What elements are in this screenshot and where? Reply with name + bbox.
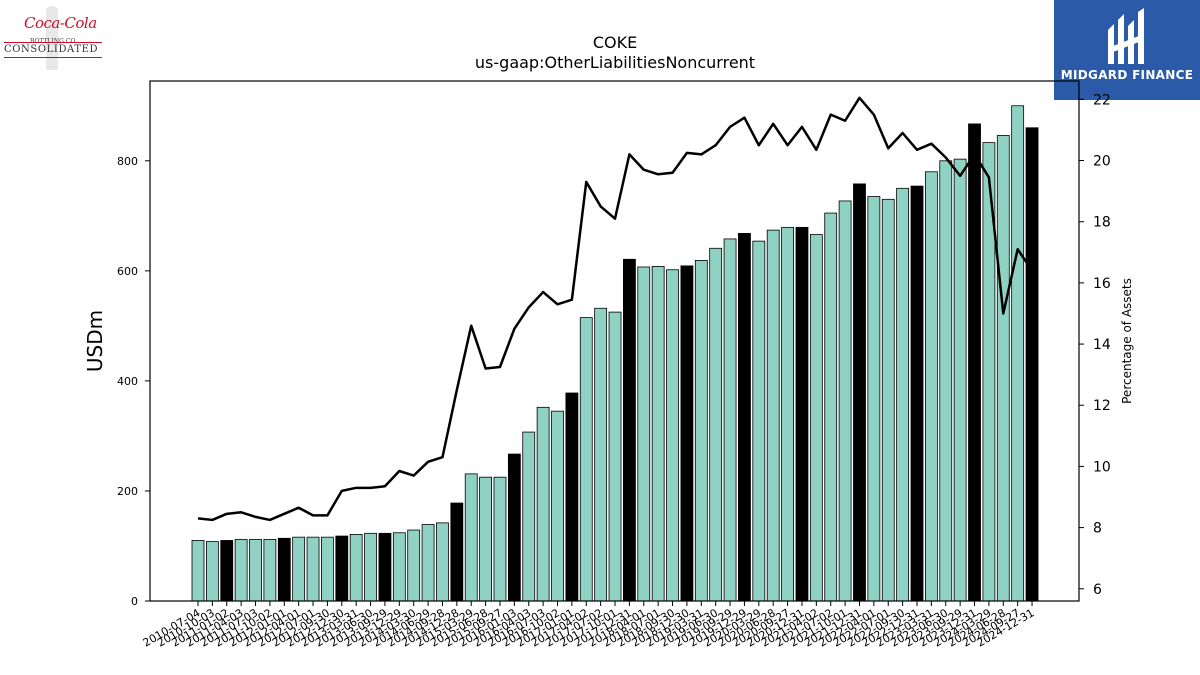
chart-title: COKE <box>593 33 637 52</box>
bar-2019-03-31 <box>694 259 708 602</box>
bar-2021-10-01 <box>838 200 852 602</box>
bar-2014-09-28 <box>436 522 449 602</box>
bar-2010-07-04 <box>191 540 205 602</box>
y-tick-label: 800 <box>117 155 138 168</box>
bar-2018-04-01 <box>637 266 651 602</box>
bar-series <box>191 105 1039 602</box>
brand-rule-bottom <box>4 57 102 58</box>
bar-2012-07-01 <box>306 536 320 602</box>
bar-2021-12-31 <box>853 183 866 602</box>
bar-2013-12-29 <box>392 532 406 602</box>
y-axis-ticks: 0 200 400 600 800 <box>117 155 150 608</box>
bar-2015-09-27 <box>493 476 507 602</box>
y2-tick-label: 6 <box>1093 582 1102 598</box>
plot-frame <box>149 80 1080 602</box>
y-tick-label: 600 <box>117 265 138 278</box>
bar-2022-04-01 <box>867 196 881 602</box>
y-tick-label: 400 <box>117 375 138 388</box>
brand-sub-text: BOTTLING CO. <box>30 38 77 45</box>
bar-2017-04-02 <box>579 317 593 602</box>
bar-2022-07-01 <box>881 198 895 602</box>
bar-2017-12-31 <box>623 258 636 602</box>
chart-subtitle: us-gaap:OtherLiabilitiesNoncurrent <box>475 53 755 72</box>
percentage-line <box>197 96 1034 522</box>
bar-2011-01-02 <box>220 540 234 602</box>
y2-tick-label: 10 <box>1093 459 1111 475</box>
bar-2017-01-01 <box>565 392 579 602</box>
bar-2023-03-31 <box>924 171 938 602</box>
bar-2018-07-01 <box>651 266 665 602</box>
bottle-icon <box>46 6 58 70</box>
mf-monogram-icon <box>1108 8 1144 64</box>
bar-2012-12-30 <box>335 535 349 602</box>
bar-2012-04-01 <box>292 536 306 602</box>
coca-cola-consolidated-logo: Coca-Cola BOTTLING CO. CONSOLIDATED <box>0 0 110 72</box>
bar-2021-04-02 <box>809 234 823 602</box>
bar-2016-10-02 <box>551 410 564 602</box>
bar-2013-09-29 <box>378 532 392 602</box>
bar-2018-12-30 <box>680 265 694 602</box>
bar-2021-07-02 <box>824 212 838 602</box>
y2-tick-label: 18 <box>1093 215 1111 231</box>
y2-tick-label: 22 <box>1093 92 1111 108</box>
bar-2017-10-01 <box>608 311 622 602</box>
bar-2024-06-28 <box>996 135 1010 602</box>
bar-2015-06-28 <box>479 476 493 602</box>
bar-2020-06-28 <box>766 229 780 602</box>
bar-2024-12-31 <box>1025 127 1039 602</box>
bar-2014-06-29 <box>421 524 435 602</box>
y2-tick-label: 12 <box>1093 398 1111 414</box>
bar-2013-03-31 <box>349 534 363 602</box>
bar-2011-10-02 <box>263 538 277 602</box>
bar-2012-01-01 <box>277 537 291 602</box>
bar-2020-09-27 <box>781 226 794 602</box>
brand-rule-top <box>4 42 102 43</box>
y2-tick-label: 14 <box>1093 337 1111 353</box>
bar-2019-12-29 <box>738 233 751 602</box>
bar-2010-10-03 <box>205 541 219 602</box>
bar-2023-12-31 <box>968 123 981 602</box>
y-tick-label: 200 <box>117 485 138 498</box>
bar-2016-01-03 <box>507 453 521 602</box>
bar-2019-09-29 <box>723 238 737 602</box>
bar-2013-06-30 <box>364 532 377 602</box>
brand-script-text: Coca-Cola <box>24 14 97 32</box>
bar-2014-12-28 <box>450 502 464 602</box>
bar-2024-09-27 <box>1011 105 1025 602</box>
bar-2020-03-29 <box>752 240 766 602</box>
bar-2022-09-30 <box>896 187 910 602</box>
y2-tick-label: 8 <box>1093 521 1102 537</box>
bar-2016-07-03 <box>536 406 550 602</box>
midgard-finance-logo: MIDGARD FINANCE <box>1054 0 1200 100</box>
brand-name-text: CONSOLIDATED <box>4 44 99 55</box>
y2-tick-label: 20 <box>1093 154 1111 170</box>
bar-2022-12-31 <box>910 185 924 602</box>
y2-axis-label: Percentage of Assets <box>1120 278 1134 404</box>
bar-2019-06-30 <box>709 247 723 602</box>
y-axis-label: USDm <box>83 310 107 372</box>
bar-2020-12-31 <box>795 226 809 602</box>
y2-tick-label: 16 <box>1093 276 1111 292</box>
y-tick-label: 0 <box>131 595 138 608</box>
bar-2011-07-03 <box>249 538 262 602</box>
bar-2016-04-03 <box>522 431 536 602</box>
midgard-finance-name: MIDGARD FINANCE <box>1060 68 1194 82</box>
bar-2015-03-29 <box>464 473 478 602</box>
y2-axis-ticks: 6 8 10 12 14 16 18 20 22 <box>1079 92 1111 598</box>
bar-2011-04-03 <box>234 538 248 602</box>
bar-2017-07-02 <box>594 307 608 602</box>
bar-2023-06-30 <box>939 160 953 602</box>
x-axis-ticks: 2010-07-042010-10-032011-01-022011-04-03… <box>141 601 1037 650</box>
bar-2012-09-30 <box>321 536 334 602</box>
bar-2014-03-30 <box>407 529 421 602</box>
bar-2023-09-29 <box>953 158 967 602</box>
bar-2018-09-30 <box>666 269 679 602</box>
